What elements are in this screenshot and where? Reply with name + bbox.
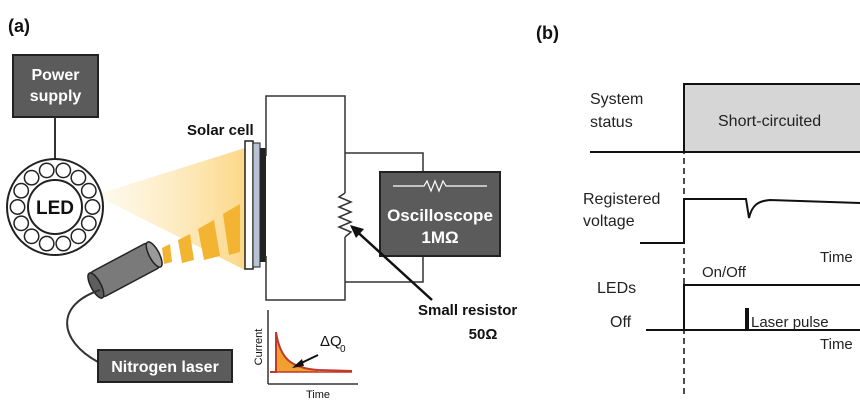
- nitrogen-laser-label: Nitrogen laser: [111, 359, 219, 376]
- panel-a: (a) Power supply LED Ni: [6, 16, 517, 401]
- panel-a-label: (a): [8, 16, 30, 36]
- oscilloscope-label-1: Oscilloscope: [387, 206, 493, 225]
- panel-b-label: (b): [536, 23, 559, 43]
- led-ring: [6, 158, 104, 256]
- power-supply-box: [12, 54, 99, 118]
- system-status-label-1: System: [590, 91, 643, 108]
- led-bead: [23, 169, 40, 186]
- time-axis-label-1: Time: [820, 249, 853, 266]
- registered-voltage-trace: [640, 198, 860, 244]
- laser-beam: [162, 204, 240, 264]
- inset-current-curve: [270, 331, 353, 373]
- on-off-label: On/Off: [702, 264, 747, 281]
- led-bead: [13, 182, 30, 199]
- inset-xlabel: Time: [306, 389, 330, 401]
- led-bead: [55, 162, 72, 179]
- resistor-pointer-arrowhead: [350, 225, 364, 238]
- led-bead: [70, 228, 87, 245]
- led-bead: [23, 228, 40, 245]
- laser-pulse-label: Laser pulse: [751, 314, 829, 331]
- power-supply-label-2: supply: [30, 88, 82, 105]
- small-resistor-value: 50Ω: [469, 326, 498, 343]
- time-axis-label-2: Time: [820, 336, 853, 353]
- small-resistor-label: Small resistor: [418, 302, 517, 319]
- solar-cell-label: Solar cell: [187, 122, 254, 139]
- circuit: [265, 95, 424, 301]
- registered-voltage-label-2: voltage: [583, 213, 635, 230]
- leds-label: LEDs: [597, 280, 636, 297]
- led-bead: [84, 199, 101, 215]
- registered-voltage-label-1: Registered: [583, 191, 660, 208]
- led-bead: [80, 215, 97, 232]
- oscilloscope-label-2: 1MΩ: [421, 228, 458, 247]
- laser-cylinder: [87, 241, 163, 299]
- inset-annotation-arrowhead: [292, 359, 304, 368]
- led-bead: [13, 215, 30, 232]
- inset-ylabel: Current: [253, 329, 265, 366]
- nitrogen-laser-box: [97, 349, 233, 383]
- led-bead: [55, 235, 72, 252]
- inset-charge-area: [276, 332, 318, 372]
- led-bead: [38, 235, 55, 252]
- inset-graph: ΔQ 0 Current Time: [253, 310, 358, 401]
- power-supply-label-1: Power: [31, 67, 79, 84]
- oscilloscope-resistor-icon: [393, 179, 487, 193]
- laser-pulse-trace: [684, 308, 860, 331]
- resistor-pointer-arrow: [351, 226, 433, 301]
- short-circuited-box: [683, 83, 860, 153]
- led-bead: [9, 199, 26, 215]
- inset-annotation-sub: 0: [340, 344, 346, 355]
- led-label: LED: [36, 198, 74, 219]
- led-bead: [38, 162, 55, 179]
- system-status-label-2: status: [590, 114, 633, 131]
- solar-cell-front: [244, 140, 254, 270]
- off-label: Off: [610, 314, 632, 331]
- leds-trace: [646, 284, 860, 331]
- solar-cell-middle: [252, 142, 261, 268]
- solar-cell-back: [260, 148, 266, 262]
- led-bead: [70, 169, 87, 186]
- inset-annotation: ΔQ: [320, 333, 342, 350]
- led-bead: [80, 182, 97, 199]
- panel-b: (b) System status Short-circuited Regist…: [536, 23, 860, 395]
- short-circuited-label: Short-circuited: [718, 113, 821, 130]
- laser-cable: [66, 289, 101, 363]
